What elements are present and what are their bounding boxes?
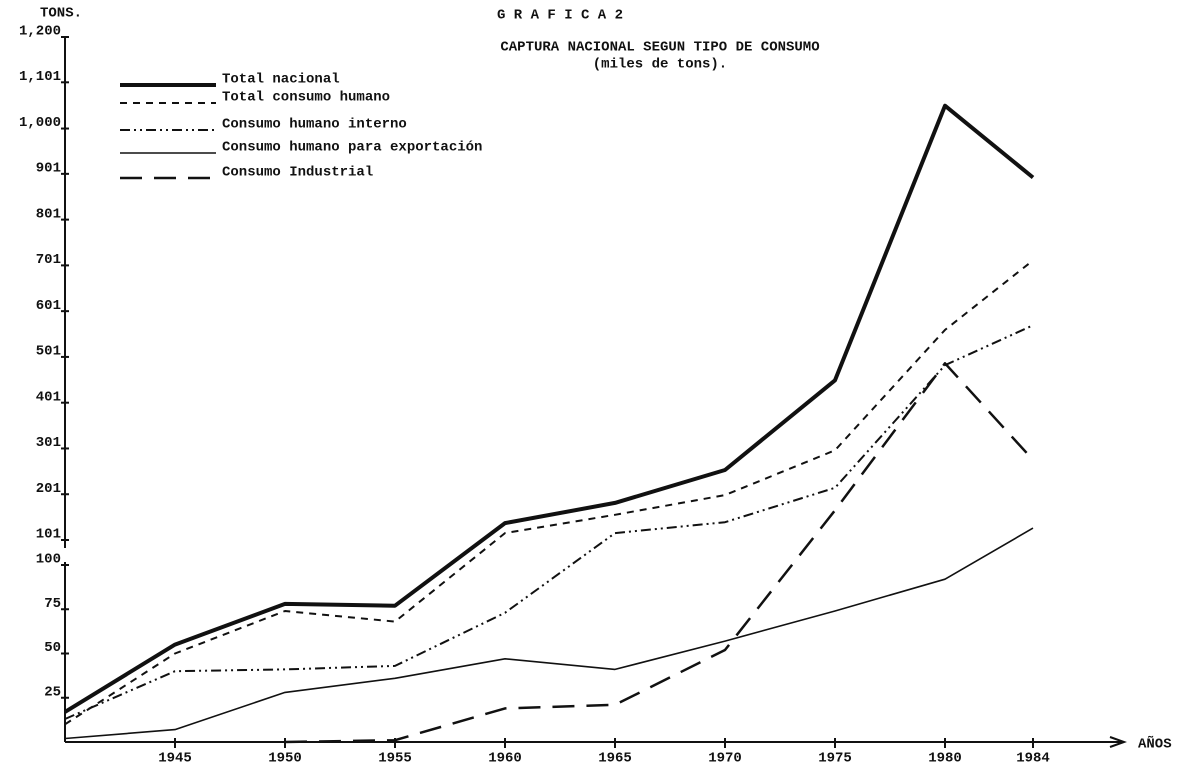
chart-title: G R A F I C A 2: [497, 8, 623, 24]
legend-label: Consumo humano para exportación: [222, 140, 482, 156]
x-tick-label: 1970: [708, 751, 742, 767]
x-tick-label: 1984: [1016, 751, 1050, 767]
legend-label: Total nacional: [222, 72, 340, 88]
series-line: [284, 362, 1034, 744]
y-tick-label: 25: [44, 684, 61, 700]
x-tick-label: 1955: [378, 751, 412, 767]
x-tick-label: 1960: [488, 751, 522, 767]
y-tick-label: 601: [36, 298, 61, 314]
y-tick-label: 301: [36, 435, 61, 451]
x-tick-label: 1980: [928, 751, 962, 767]
legend-label: Consumo Industrial: [222, 165, 373, 181]
x-axis-arrow: [1109, 736, 1127, 748]
legend-label: Consumo humano interno: [222, 117, 407, 133]
series-line: [64, 527, 1034, 740]
y-tick-label: 1,101: [19, 69, 61, 85]
y-tick-label: 401: [36, 389, 61, 405]
x-axis-label: AÑOS: [1138, 735, 1172, 753]
y-tick-label: 100: [36, 552, 61, 568]
y-tick-label: 701: [36, 252, 61, 268]
y-tick-label: 75: [44, 596, 61, 612]
y-axis-label: TONS.: [40, 6, 82, 22]
series-line: [64, 324, 1034, 720]
y-tick-label: 1,200: [19, 24, 61, 40]
y-tick-label: 50: [44, 640, 61, 656]
x-tick-label: 1965: [598, 751, 632, 767]
x-tick-label: 1950: [268, 751, 302, 767]
x-tick-label: 1975: [818, 751, 852, 767]
series-line: [63, 103, 1035, 714]
series-line: [64, 259, 1034, 726]
y-tick-label: 501: [36, 344, 61, 360]
y-tick-label: 101: [36, 527, 61, 543]
legend-label: Total consumo humano: [222, 90, 390, 106]
y-tick-label: 201: [36, 481, 61, 497]
chart-subtitle: CAPTURA NACIONAL SEGUN TIPO DE CONSUMO: [500, 40, 819, 56]
y-tick-label: 1,000: [19, 115, 61, 131]
chart-subtitle: (miles de tons).: [593, 57, 727, 73]
y-tick-label: 801: [36, 206, 61, 222]
x-tick-label: 1945: [158, 751, 192, 767]
y-tick-label: 901: [36, 161, 61, 177]
